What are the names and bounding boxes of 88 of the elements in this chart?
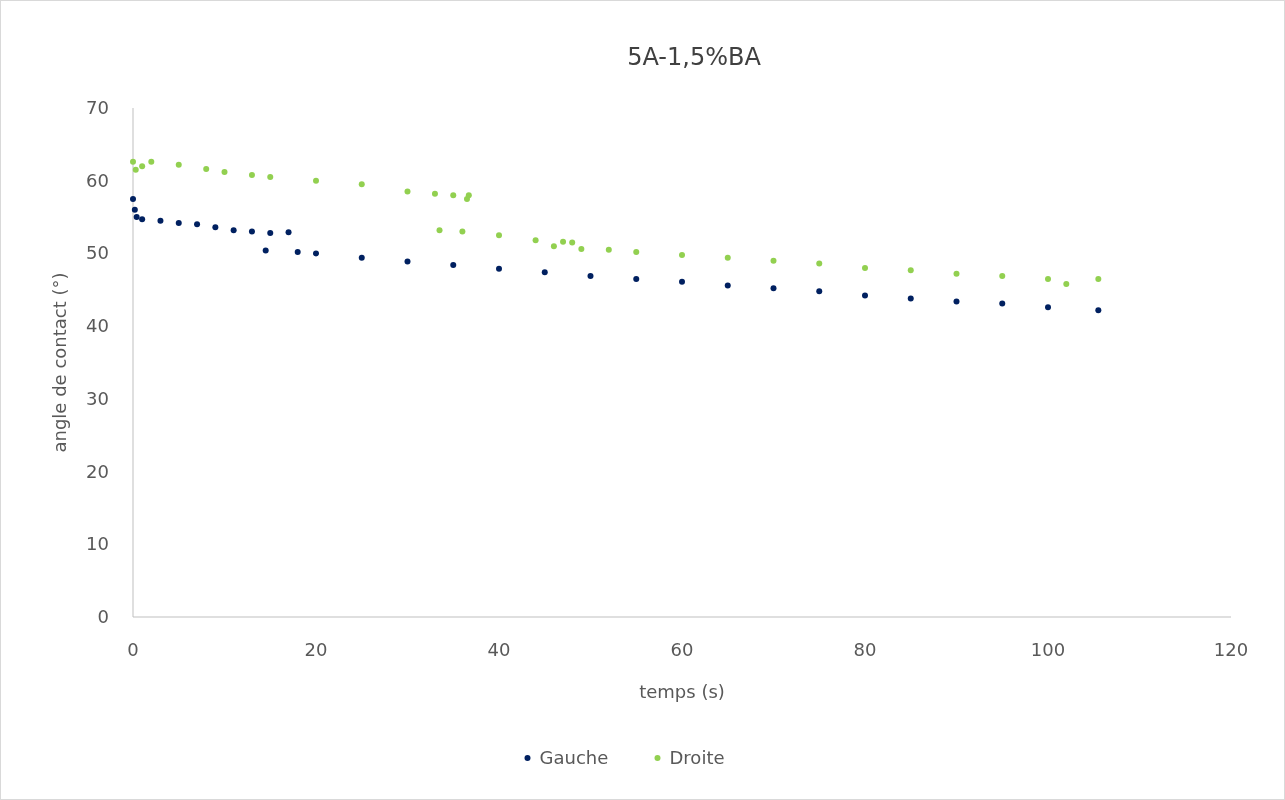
point — [1095, 307, 1102, 314]
point — [436, 227, 443, 234]
legend-label: Droite — [669, 747, 725, 768]
point — [1045, 304, 1051, 311]
point — [679, 278, 685, 285]
point — [358, 254, 365, 261]
x-tick-label: 0 — [127, 639, 139, 660]
point — [450, 192, 457, 199]
point — [267, 174, 274, 181]
x-tick-label: 60 — [670, 639, 694, 660]
legend-label: Gauche — [539, 747, 609, 768]
point — [633, 248, 640, 255]
point — [139, 216, 146, 223]
point — [999, 272, 1006, 279]
point — [157, 217, 164, 224]
point — [194, 221, 201, 228]
point — [605, 246, 612, 253]
point — [221, 168, 228, 175]
y-tick-label: 40 — [86, 315, 109, 337]
x-tick-label: 100 — [1030, 639, 1066, 660]
point — [496, 265, 502, 272]
point — [203, 166, 210, 173]
point — [532, 237, 539, 244]
point — [139, 163, 146, 170]
point — [404, 188, 411, 195]
point — [262, 247, 269, 254]
point — [313, 177, 319, 184]
point — [267, 230, 274, 237]
point — [550, 243, 557, 250]
point — [459, 228, 466, 235]
point — [587, 272, 594, 279]
point — [541, 269, 548, 276]
point — [230, 227, 237, 234]
x-tick-label: 80 — [853, 639, 877, 660]
point — [465, 192, 472, 199]
point — [431, 190, 438, 197]
point — [130, 158, 136, 165]
point — [132, 166, 139, 173]
point — [816, 260, 823, 267]
y-tick-label: 0 — [97, 606, 109, 627]
point — [1063, 280, 1070, 287]
point — [450, 262, 457, 269]
y-tick-label: 20 — [86, 460, 109, 482]
point — [1045, 275, 1051, 282]
point — [313, 250, 319, 257]
point — [248, 228, 255, 235]
point — [953, 298, 960, 305]
x-tick-label: 40 — [487, 639, 511, 660]
point — [212, 224, 219, 231]
point — [358, 181, 365, 188]
y-tick-label: 50 — [86, 242, 109, 264]
point — [294, 248, 301, 255]
point — [131, 206, 138, 213]
point — [679, 251, 685, 258]
point — [724, 254, 731, 261]
point — [862, 264, 868, 271]
point — [569, 239, 576, 246]
point — [770, 257, 777, 264]
point — [130, 195, 136, 202]
point — [770, 285, 777, 292]
x-tick-label: 120 — [1213, 639, 1249, 660]
x-axis-title: temps (s) — [639, 681, 725, 702]
point — [907, 295, 914, 302]
x-tick-label: 20 — [304, 639, 328, 660]
point — [1095, 275, 1102, 282]
point — [285, 229, 292, 236]
y-tick-label: 60 — [86, 169, 109, 191]
point — [578, 246, 585, 253]
point — [816, 288, 823, 295]
point — [404, 258, 411, 265]
y-tick-label: 70 — [86, 97, 109, 118]
point — [175, 161, 182, 168]
point — [633, 275, 640, 282]
point — [560, 238, 567, 245]
point — [724, 282, 731, 289]
y-axis-title: angle de contact (°) — [49, 272, 70, 453]
y-tick-label: 10 — [86, 533, 109, 555]
point — [907, 267, 914, 274]
point — [999, 300, 1006, 307]
point — [175, 219, 182, 226]
point — [148, 158, 155, 165]
point — [862, 292, 868, 299]
point — [133, 214, 140, 221]
point — [248, 171, 255, 178]
chart-title: 5A-1,5%BA — [627, 43, 762, 71]
y-tick-label: 30 — [86, 387, 109, 409]
point — [953, 270, 960, 277]
point — [496, 232, 502, 239]
